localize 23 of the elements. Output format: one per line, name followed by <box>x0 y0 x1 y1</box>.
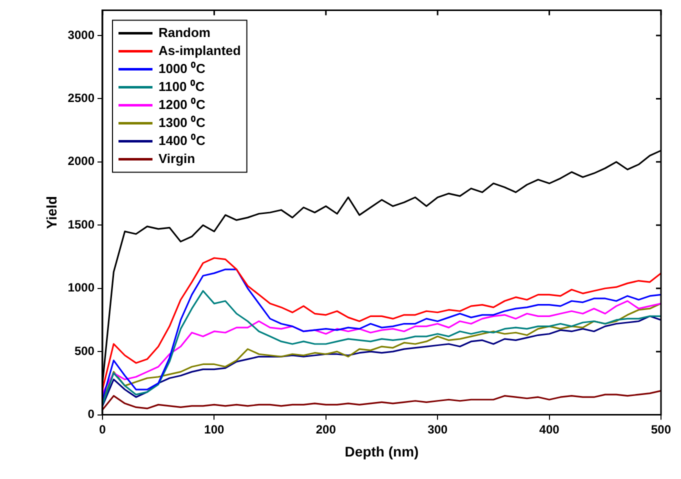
x-tick-label: 500 <box>650 422 672 436</box>
y-tick-label: 2000 <box>68 154 95 168</box>
x-tick-label: 0 <box>99 422 106 436</box>
y-tick-label: 1500 <box>68 217 95 232</box>
legend-label: 1000 ⁰C <box>158 60 206 76</box>
y-tick-label: 3000 <box>68 28 95 42</box>
x-axis-title: Depth (nm) <box>344 443 419 460</box>
x-tick-label: 300 <box>428 422 448 436</box>
legend-label: 1400 ⁰C <box>158 132 206 148</box>
y-tick-label: 1000 <box>68 280 95 295</box>
legend-label: As-implanted <box>158 42 241 58</box>
legend-label: 1100 ⁰C <box>158 78 206 94</box>
legend-label: 1200 ⁰C <box>158 96 206 112</box>
legend-label: Virgin <box>158 150 196 166</box>
x-tick-label: 100 <box>204 422 225 436</box>
x-tick-label: 200 <box>316 422 336 436</box>
legend-label: 1300 ⁰C <box>158 114 206 130</box>
legend-label: Random <box>158 24 210 40</box>
y-axis-title: Yield <box>43 196 60 229</box>
x-tick-label: 400 <box>539 422 560 436</box>
y-tick-label: 0 <box>88 407 95 422</box>
y-tick-label: 500 <box>74 344 95 358</box>
y-tick-label: 2500 <box>68 91 95 106</box>
